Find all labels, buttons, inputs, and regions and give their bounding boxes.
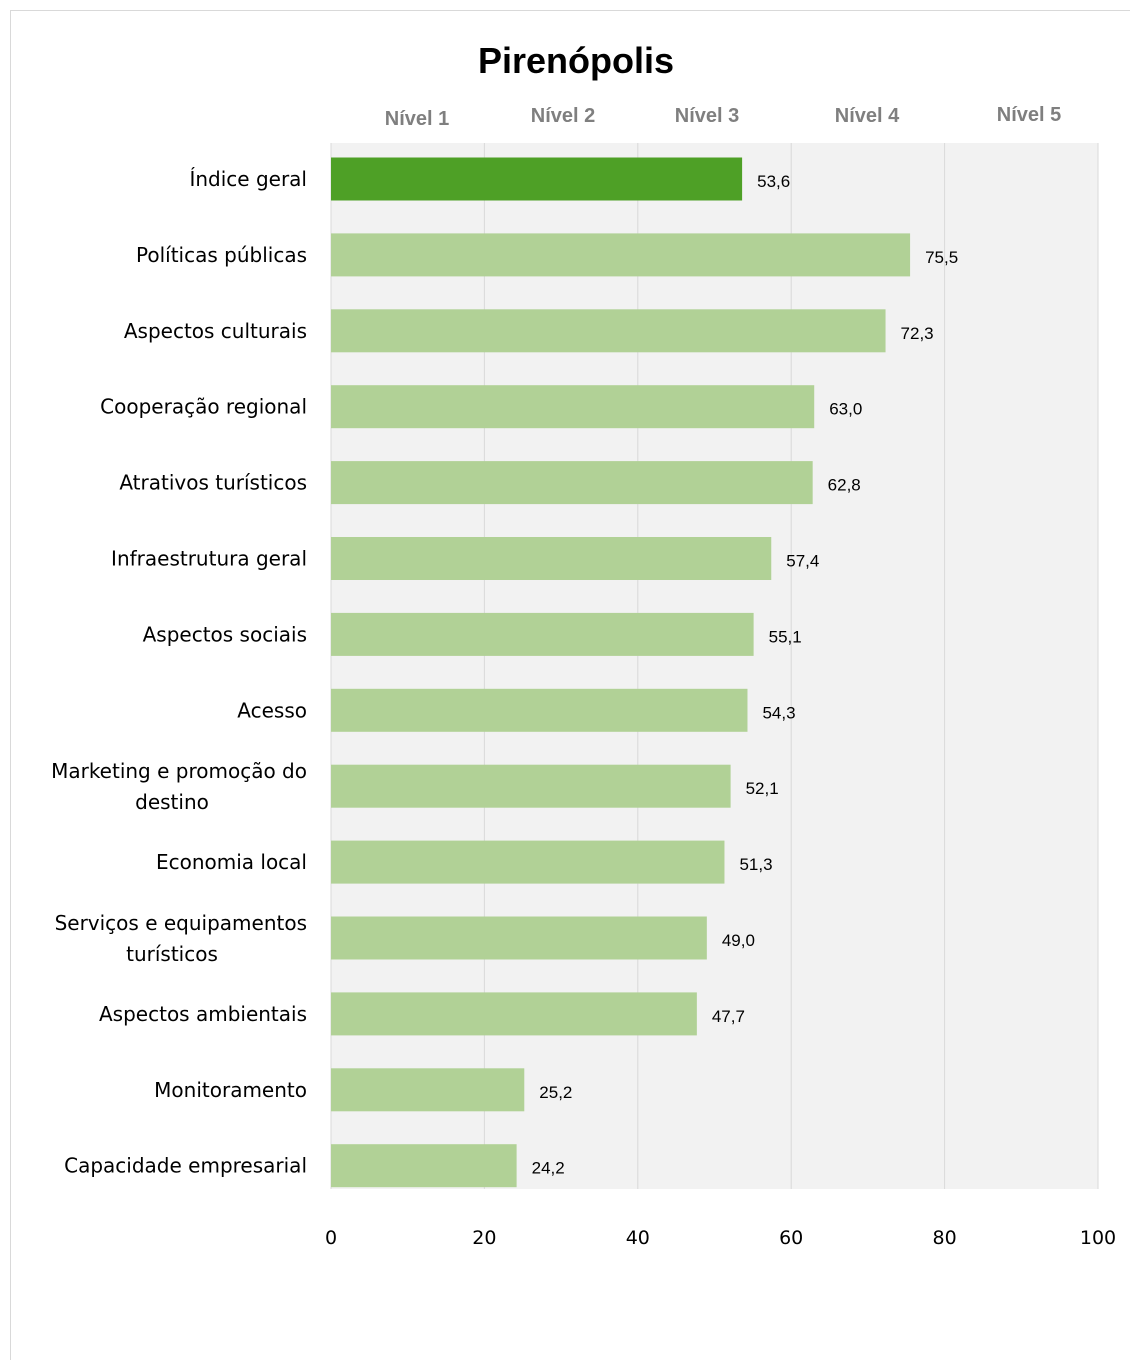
- value-label: 55,1: [769, 627, 802, 646]
- bar: [331, 461, 813, 505]
- value-label: 57,4: [786, 552, 819, 571]
- labels: Pirenópolis Nível 1 Nível 2 Nível 3 Nível 4 N…: [51, 40, 1116, 1249]
- category-label: Acesso: [237, 698, 307, 722]
- value-label: 54,3: [762, 703, 795, 722]
- x-tick-label: 80: [933, 1227, 957, 1249]
- bar: [331, 309, 886, 353]
- value-label: 75,5: [925, 248, 958, 267]
- x-tick-label: 0: [325, 1227, 337, 1249]
- level-label: Nível 3: [675, 105, 739, 127]
- category-label: Monitoramento: [154, 1078, 307, 1102]
- category-label: Políticas públicas: [136, 243, 307, 267]
- bar: [331, 537, 772, 580]
- level-label: Nível 2: [531, 105, 595, 127]
- bar: [331, 385, 815, 429]
- value-label: 24,2: [532, 1159, 565, 1178]
- bar: [331, 1144, 517, 1188]
- level-label: Nível 4: [835, 105, 900, 127]
- bar-chart: Pirenópolis Nível 1 Nível 2 Nível 3 Nível 4 N…: [51, 40, 1116, 1249]
- x-tick-label: 40: [626, 1227, 650, 1249]
- x-tick-label: 60: [779, 1227, 803, 1249]
- category-label: Infraestrutura geral: [111, 547, 307, 571]
- bar-highlight: [331, 157, 743, 201]
- value-label: 25,2: [539, 1083, 572, 1102]
- x-tick-label: 20: [472, 1227, 496, 1249]
- category-label: Índice geral: [189, 167, 307, 191]
- value-label: 62,8: [828, 476, 861, 495]
- x-tick-label: 100: [1080, 1227, 1116, 1249]
- category-label: Aspectos ambientais: [99, 1002, 307, 1026]
- value-label: 53,6: [757, 172, 790, 191]
- value-label: 72,3: [901, 324, 934, 343]
- value-label: 47,7: [712, 1007, 745, 1026]
- bar: [331, 1068, 525, 1112]
- category-label: Serviços e equipamentos turísticos: [55, 911, 307, 966]
- value-label: 49,0: [722, 931, 755, 950]
- category-label: Atrativos turísticos: [119, 471, 307, 495]
- category-label: Cooperação regional: [100, 395, 307, 419]
- value-label: 52,1: [746, 779, 779, 798]
- category-label: Capacidade empresarial: [64, 1154, 307, 1178]
- bar: [331, 916, 707, 960]
- category-label: Marketing e promoção do destino: [51, 759, 307, 814]
- value-label: 51,3: [739, 855, 772, 874]
- bars: [331, 157, 911, 1188]
- level-label: Nível 1: [385, 108, 449, 130]
- category-label: Aspectos culturais: [124, 319, 307, 343]
- bar: [331, 764, 731, 808]
- value-label: 63,0: [829, 400, 862, 419]
- bar: [331, 612, 754, 656]
- chart-frame: Pirenópolis Nível 1 Nível 2 Nível 3 Nível 4 N…: [10, 10, 1130, 1360]
- bar: [331, 840, 725, 884]
- category-label: Economia local: [156, 850, 307, 874]
- bar: [331, 688, 748, 732]
- category-label: Aspectos sociais: [143, 622, 307, 646]
- chart-title: Pirenópolis: [478, 40, 674, 81]
- bar: [331, 992, 697, 1036]
- bar: [331, 233, 911, 277]
- level-label: Nível 5: [997, 104, 1061, 126]
